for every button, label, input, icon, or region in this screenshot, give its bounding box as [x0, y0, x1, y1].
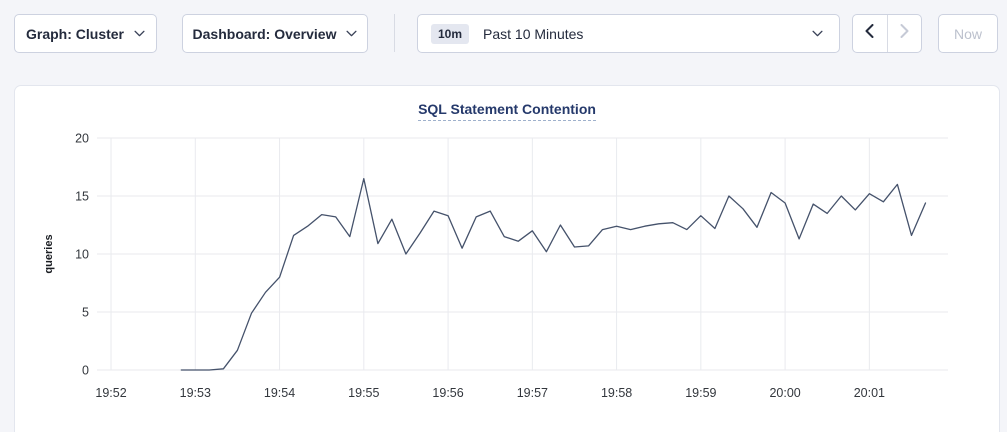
svg-text:19:52: 19:52	[95, 386, 126, 400]
toolbar-divider	[394, 14, 395, 52]
dashboard-dropdown-label: Dashboard: Overview	[192, 25, 337, 42]
previous-time-button[interactable]	[853, 15, 888, 52]
chart-card: SQL Statement Contention 0 5 10 15 20 19:52 19…	[14, 85, 1000, 432]
graph-dropdown-label: Graph: Cluster	[25, 25, 124, 42]
chevron-right-icon	[900, 24, 909, 43]
svg-text:19:58: 19:58	[601, 386, 632, 400]
svg-text:19:57: 19:57	[517, 386, 548, 400]
sql-statement-contention-chart[interactable]: 0 5 10 15 20 19:52 19:53 19:54 19:55 19:56 19:57 19…	[15, 86, 1001, 432]
svg-text:20: 20	[75, 132, 89, 146]
svg-text:20:01: 20:01	[854, 386, 885, 400]
chart-title-link[interactable]: SQL Statement Contention	[418, 101, 596, 121]
svg-text:19:56: 19:56	[432, 386, 463, 400]
svg-text:queries: queries	[43, 234, 55, 273]
svg-text:19:54: 19:54	[264, 386, 295, 400]
svg-text:19:55: 19:55	[348, 386, 379, 400]
svg-text:10: 10	[75, 248, 89, 262]
svg-text:0: 0	[82, 364, 89, 378]
svg-text:19:59: 19:59	[685, 386, 716, 400]
chevron-left-icon	[865, 24, 874, 43]
now-button[interactable]: Now	[938, 14, 998, 53]
chevron-down-icon	[812, 30, 823, 37]
svg-text:5: 5	[82, 306, 89, 320]
time-range-label: Past 10 Minutes	[483, 25, 584, 42]
next-time-button[interactable]	[888, 15, 922, 52]
graph-dropdown[interactable]: Graph: Cluster	[14, 14, 157, 53]
time-step-buttons	[852, 14, 922, 53]
svg-text:19:53: 19:53	[180, 386, 211, 400]
dashboard-dropdown[interactable]: Dashboard: Overview	[182, 14, 368, 53]
toolbar: Graph: Cluster Dashboard: Overview 10m P…	[0, 0, 1007, 67]
svg-text:20:00: 20:00	[769, 386, 800, 400]
chart-title-wrap: SQL Statement Contention	[15, 101, 999, 121]
chevron-down-icon	[134, 30, 145, 37]
time-range-badge: 10m	[431, 23, 470, 44]
chevron-down-icon	[346, 30, 358, 37]
svg-text:15: 15	[75, 190, 89, 204]
time-range-dropdown[interactable]: 10m Past 10 Minutes	[417, 14, 840, 53]
